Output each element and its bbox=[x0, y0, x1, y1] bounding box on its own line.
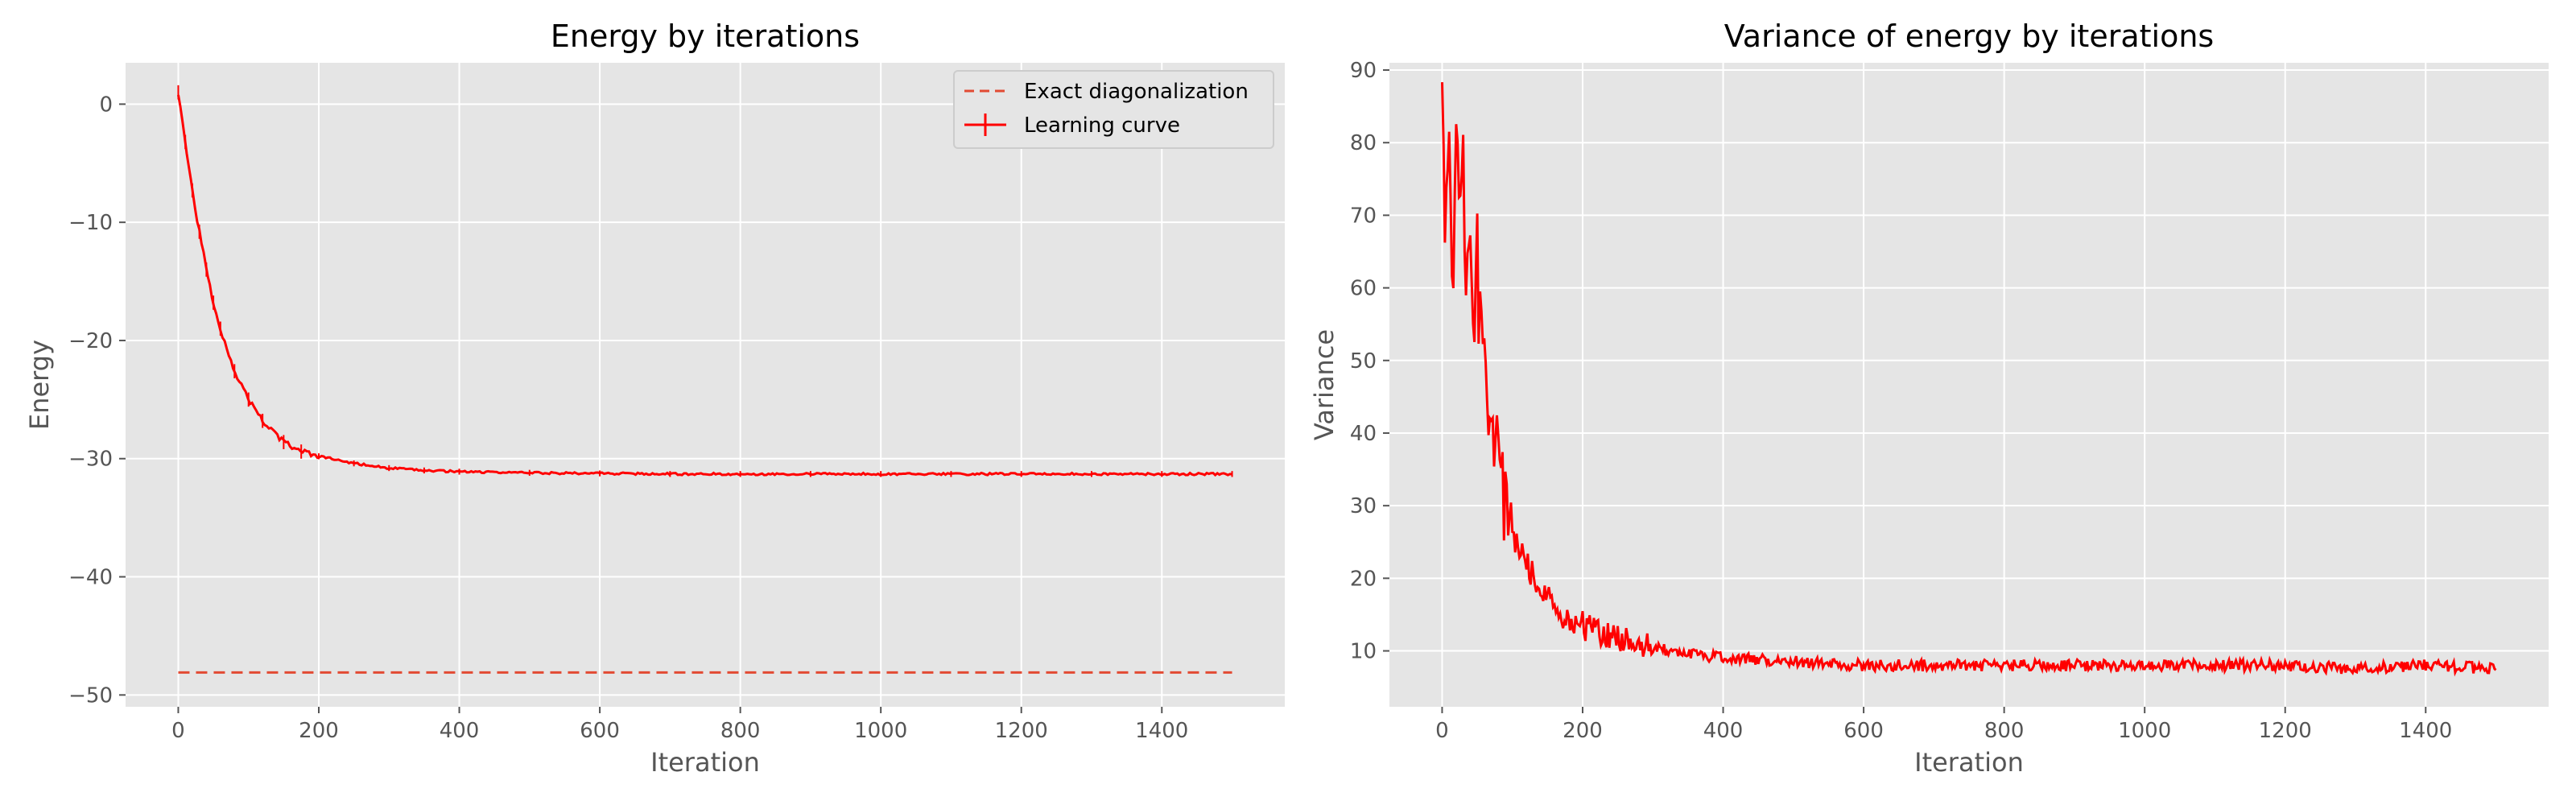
y-tick-label: 70 bbox=[1350, 204, 1377, 228]
x-tick-label: 1000 bbox=[2118, 719, 2171, 743]
y-tick-label: 40 bbox=[1350, 422, 1377, 446]
y-tick-label: −30 bbox=[68, 448, 113, 472]
energy-plot-area bbox=[126, 63, 1285, 707]
y-tick-label: −20 bbox=[68, 329, 113, 353]
y-tick-label: −40 bbox=[68, 566, 113, 590]
y-tick-label: 20 bbox=[1350, 567, 1377, 591]
y-tick-label: 10 bbox=[1350, 640, 1377, 664]
x-tick-label: 800 bbox=[1984, 719, 2025, 743]
y-tick-label: 30 bbox=[1350, 494, 1377, 518]
energy-x-axis-label: Iteration bbox=[650, 747, 760, 778]
y-tick-label: 90 bbox=[1350, 59, 1377, 83]
variance-grid bbox=[1389, 63, 2549, 707]
x-tick-label: 600 bbox=[580, 719, 620, 743]
y-tick-label: 80 bbox=[1350, 131, 1377, 155]
x-tick-label: 200 bbox=[299, 719, 339, 743]
energy-legend: Exact diagonalization Learning curve bbox=[953, 70, 1274, 149]
x-tick-label: 800 bbox=[720, 719, 761, 743]
variance-y-axis-label: Variance bbox=[1309, 329, 1340, 440]
y-tick-label: −10 bbox=[68, 211, 113, 235]
variance-x-axis-label: Iteration bbox=[1914, 747, 2024, 778]
x-tick-label: 1400 bbox=[2399, 719, 2452, 743]
variance-plot-area bbox=[1389, 63, 2549, 707]
variance-plot: 0 200 400 600 800 1000 1200 1400 10 20 30 40 50 60 70 8… bbox=[1309, 19, 2549, 778]
x-tick-label: 0 bbox=[171, 719, 185, 743]
x-tick-label: 1400 bbox=[1135, 719, 1188, 743]
x-tick-label: 1000 bbox=[854, 719, 907, 743]
legend-label-exact-diagonalization: Exact diagonalization bbox=[1024, 80, 1249, 104]
energy-plot: 0 200 400 600 800 1000 1200 1400 0 −10 −20 −30 −40 −5… bbox=[24, 19, 1285, 778]
variance-series-layer bbox=[1441, 82, 2497, 677]
x-tick-label: 1200 bbox=[995, 719, 1048, 743]
legend-frame bbox=[953, 70, 1274, 149]
x-tick-label: 200 bbox=[1563, 719, 1603, 743]
y-tick-label: 60 bbox=[1350, 277, 1377, 301]
x-tick-label: 400 bbox=[1703, 719, 1744, 743]
y-tick-label: 50 bbox=[1350, 349, 1377, 374]
x-tick-label: 400 bbox=[440, 719, 480, 743]
variance-line bbox=[1441, 82, 2497, 677]
x-tick-label: 0 bbox=[1435, 719, 1449, 743]
energy-y-axis-label: Energy bbox=[24, 340, 55, 430]
x-tick-label: 600 bbox=[1843, 719, 1884, 743]
legend-label-learning-curve: Learning curve bbox=[1024, 114, 1180, 138]
energy-plot-title: Energy by iterations bbox=[551, 19, 860, 54]
energy-series-layer bbox=[177, 85, 1233, 674]
variance-ticks: 0 200 400 600 800 1000 1200 1400 10 20 30 40 50 60 70 8… bbox=[1350, 59, 2452, 743]
x-tick-label: 1200 bbox=[2259, 719, 2312, 743]
variance-plot-title: Variance of energy by iterations bbox=[1724, 19, 2214, 54]
energy-ticks: 0 200 400 600 800 1000 1200 1400 0 −10 −20 −30 −40 −5… bbox=[68, 93, 1188, 743]
y-tick-label: 0 bbox=[99, 93, 113, 117]
y-tick-label: −50 bbox=[68, 683, 113, 708]
